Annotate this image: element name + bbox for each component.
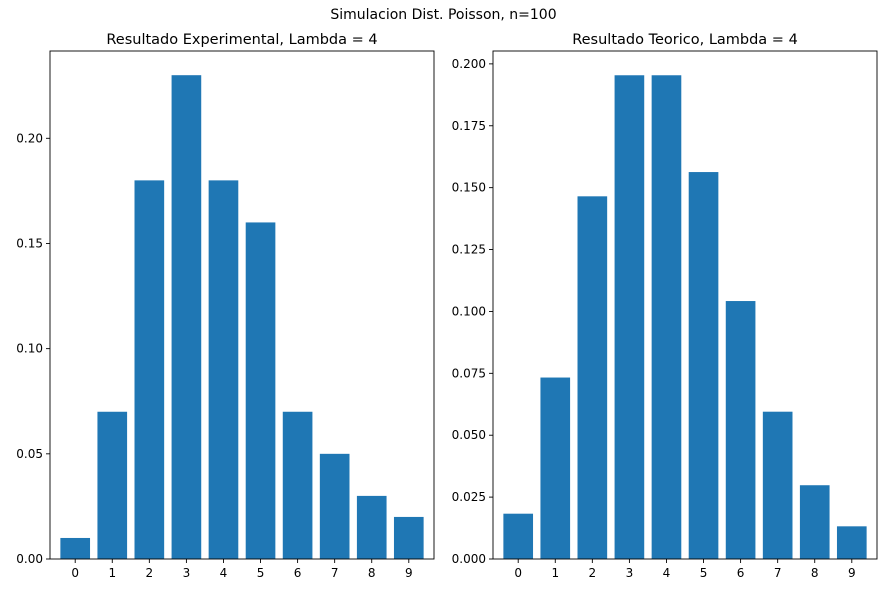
figure-suptitle: Simulacion Dist. Poisson, n=100	[330, 7, 557, 23]
x-tick-label: 0	[71, 566, 79, 580]
x-tick-label: 8	[368, 566, 376, 580]
x-tick-label: 5	[257, 566, 265, 580]
x-tick-label: 9	[405, 566, 413, 580]
experimental-chart: Resultado Experimental, Lambda = 4 0 1 2 3 4 5…	[16, 32, 435, 580]
axes-frame	[492, 50, 878, 560]
x-tick-label: 0	[514, 566, 522, 580]
bar	[60, 537, 91, 559]
x-tick-label: 1	[551, 566, 559, 580]
x-tick-label: 3	[183, 566, 191, 580]
bar	[651, 75, 682, 560]
bar	[836, 526, 867, 559]
bar	[503, 513, 534, 559]
y-tick-label: 0.00	[16, 552, 43, 566]
bar	[171, 75, 202, 559]
y-tick-label: 0.050	[452, 428, 486, 442]
bar	[614, 75, 645, 560]
y-tick-label: 0.05	[16, 447, 43, 461]
x-tick-label: 1	[108, 566, 116, 580]
y-tick-label: 0.025	[452, 490, 486, 504]
bar	[725, 301, 756, 559]
bar	[799, 485, 830, 559]
y-tick-label: 0.000	[452, 552, 486, 566]
bar	[245, 222, 276, 559]
x-tick-label: 7	[331, 566, 339, 580]
x-tick-label: 4	[663, 566, 671, 580]
bar	[540, 377, 571, 559]
chart-title: Resultado Experimental, Lambda = 4	[106, 32, 377, 48]
y-tick-label: 0.100	[452, 304, 486, 318]
bar	[688, 172, 719, 560]
bar	[282, 411, 313, 559]
bar	[577, 196, 608, 559]
x-tick-label: 4	[220, 566, 228, 580]
x-tick-label: 7	[774, 566, 782, 580]
bar	[356, 495, 387, 559]
bar	[762, 411, 793, 559]
x-tick-label: 2	[146, 566, 154, 580]
y-tick-label: 0.175	[452, 119, 486, 133]
x-tick-label: 5	[700, 566, 708, 580]
y-tick-label: 0.150	[452, 181, 486, 195]
theoretical-chart: Resultado Teorico, Lambda = 4 0 1 2 3 4 5 6 7 8 9 0…	[452, 32, 878, 580]
axes-frame	[49, 50, 435, 560]
x-tick-label: 3	[626, 566, 634, 580]
bar	[393, 516, 424, 559]
x-tick-label: 8	[811, 566, 819, 580]
y-tick-label: 0.10	[16, 342, 43, 356]
y-tick-label: 0.200	[452, 57, 486, 71]
y-tick-label: 0.125	[452, 243, 486, 257]
bar	[208, 180, 239, 559]
y-tick-label: 0.075	[452, 366, 486, 380]
x-tick-label: 2	[589, 566, 597, 580]
x-tick-label: 6	[294, 566, 302, 580]
bar	[319, 453, 350, 559]
bar	[97, 411, 128, 559]
bar	[134, 180, 165, 559]
y-tick-label: 0.20	[16, 131, 43, 145]
y-tick-label: 0.15	[16, 236, 43, 250]
x-tick-label: 9	[848, 566, 856, 580]
x-tick-label: 6	[737, 566, 745, 580]
chart-title: Resultado Teorico, Lambda = 4	[572, 32, 798, 48]
